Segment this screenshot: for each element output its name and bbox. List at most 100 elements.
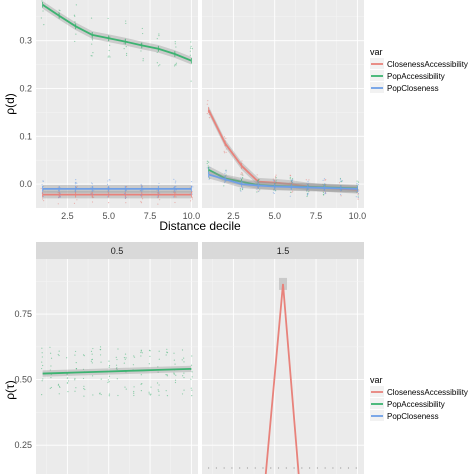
sample-point xyxy=(41,361,43,363)
sample-point xyxy=(83,388,85,390)
sample-point xyxy=(158,199,161,201)
sample-point xyxy=(92,394,94,396)
sample-point xyxy=(292,190,294,192)
sample-point xyxy=(75,33,77,35)
sample-point xyxy=(158,182,160,185)
sample-point xyxy=(41,394,43,396)
sample-point xyxy=(174,201,176,204)
sample-point xyxy=(116,378,118,380)
sample-point xyxy=(108,360,110,362)
sample-point xyxy=(157,197,159,199)
sample-point xyxy=(123,357,126,359)
legend-label: PopCloseness xyxy=(387,84,439,93)
sample-point xyxy=(148,393,150,395)
sample-point xyxy=(275,183,277,185)
sample-point xyxy=(175,62,177,64)
sample-point xyxy=(173,65,176,67)
sample-point xyxy=(175,185,177,188)
top-right-panel xyxy=(202,0,364,208)
sample-point xyxy=(43,24,45,26)
sample-point xyxy=(49,387,51,389)
sample-point xyxy=(209,167,211,169)
sample-point xyxy=(42,10,44,12)
sample-point xyxy=(240,177,242,179)
sample-point xyxy=(108,55,110,57)
sample-point xyxy=(58,350,60,352)
sample-point xyxy=(141,198,144,200)
sample-point xyxy=(41,367,43,370)
strip-right-label: 1.5 xyxy=(277,246,290,256)
sample-point xyxy=(174,182,176,184)
sample-point xyxy=(166,348,168,350)
sample-point xyxy=(190,378,192,380)
sample-point xyxy=(125,20,127,22)
sample-point xyxy=(107,17,109,20)
sample-point xyxy=(158,390,160,392)
sample-point xyxy=(324,184,326,186)
sample-point xyxy=(42,378,44,380)
sample-point xyxy=(272,180,275,182)
sample-point xyxy=(74,190,76,192)
sample-point xyxy=(150,393,152,395)
sample-point xyxy=(165,354,167,356)
sample-point xyxy=(107,381,109,384)
sample-point xyxy=(59,192,61,195)
sample-point xyxy=(109,56,111,58)
sample-point xyxy=(340,195,342,197)
sample-point xyxy=(206,160,209,162)
sample-point xyxy=(123,42,125,44)
y-tick-label: 0.1 xyxy=(19,131,32,141)
sample-point xyxy=(75,362,77,364)
sample-point xyxy=(225,151,227,153)
sample-point xyxy=(173,178,175,181)
sample-point xyxy=(208,168,210,170)
sample-point xyxy=(41,380,43,382)
sample-point xyxy=(158,358,160,360)
sample-point xyxy=(332,467,334,469)
sample-point xyxy=(358,189,360,191)
sample-point xyxy=(108,202,110,204)
sample-point xyxy=(150,386,152,388)
sample-point xyxy=(308,190,310,193)
sample-point xyxy=(191,198,193,200)
sample-point xyxy=(140,351,142,354)
confidence-band xyxy=(208,165,358,193)
sample-point xyxy=(90,193,92,195)
sample-point xyxy=(140,50,142,52)
sample-point xyxy=(292,179,294,181)
strip-right xyxy=(202,242,364,259)
sample-point xyxy=(223,152,226,154)
sample-point xyxy=(356,191,358,193)
sample-point xyxy=(91,38,93,40)
sample-point xyxy=(90,350,93,353)
sample-point xyxy=(133,394,135,397)
sample-point xyxy=(241,160,243,162)
sample-point xyxy=(142,58,144,60)
sample-point xyxy=(225,148,227,150)
sample-point xyxy=(240,190,242,192)
sample-point xyxy=(223,185,225,187)
sample-point xyxy=(91,39,94,41)
sample-point xyxy=(289,176,291,178)
sample-point xyxy=(308,179,310,181)
sample-point xyxy=(99,393,101,395)
x-tick-label: 10.0 xyxy=(183,211,201,221)
top-y-axis-title: ρ(d) xyxy=(3,93,17,115)
sample-point xyxy=(108,194,110,196)
sample-point xyxy=(157,192,160,194)
sample-point xyxy=(73,14,75,16)
sample-point xyxy=(108,393,111,395)
sample-point xyxy=(125,54,128,57)
sample-point xyxy=(289,174,292,177)
sample-point xyxy=(91,353,93,355)
sample-point xyxy=(242,177,244,179)
sample-point xyxy=(126,52,128,55)
sample-point xyxy=(158,350,160,352)
sample-point xyxy=(355,467,357,469)
sample-point xyxy=(191,389,193,391)
sample-point xyxy=(307,180,309,182)
sample-point xyxy=(99,346,102,348)
sample-point xyxy=(133,355,135,357)
sample-point xyxy=(357,184,359,186)
strip-left-label: 0.5 xyxy=(111,246,124,256)
